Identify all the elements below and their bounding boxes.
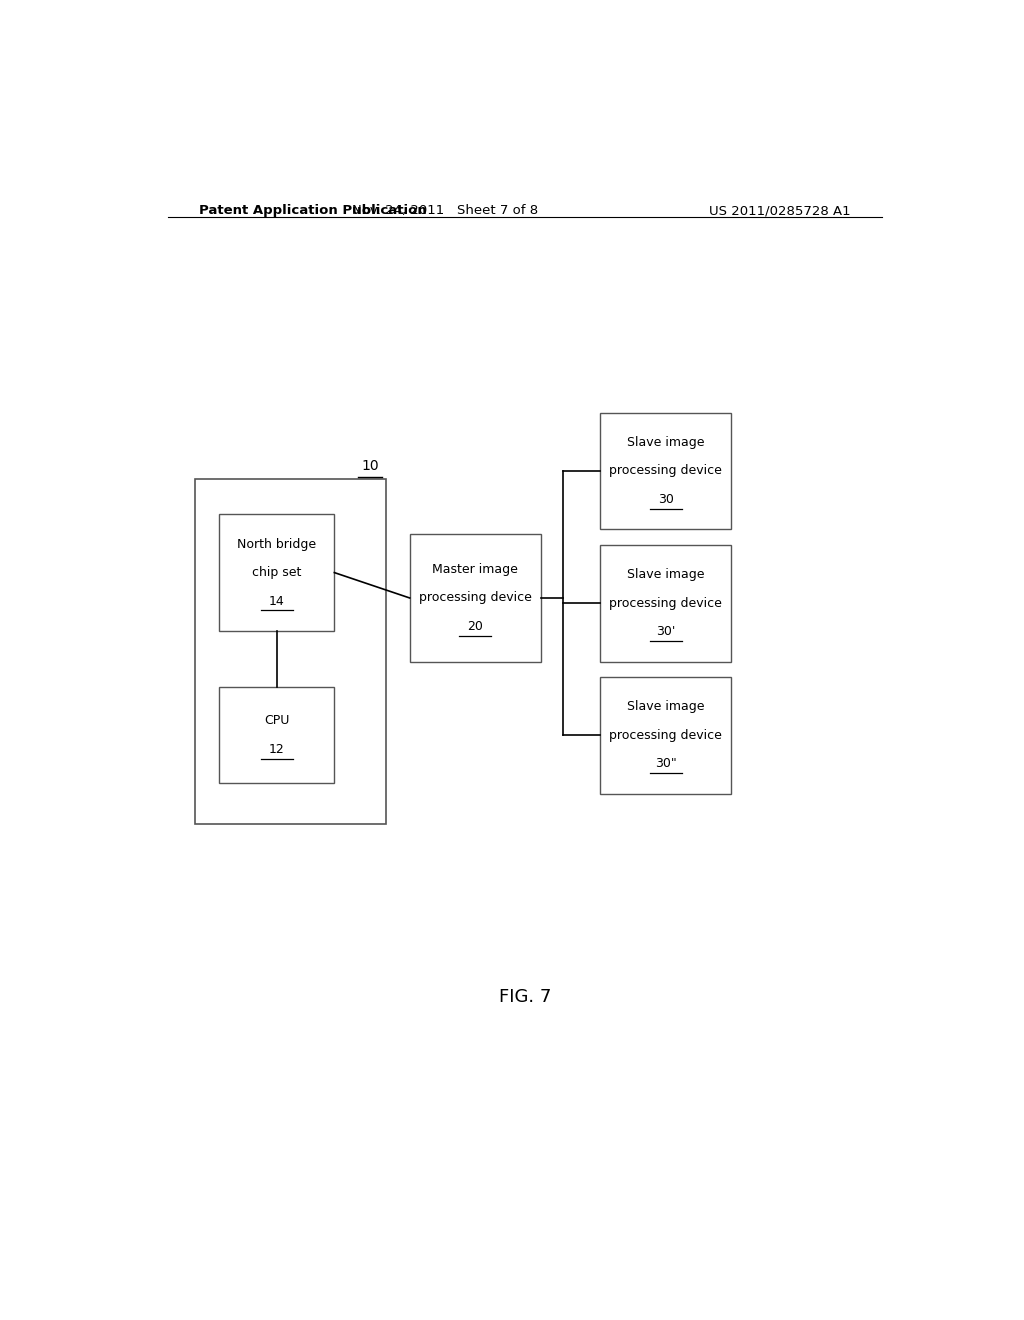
Bar	[600, 677, 731, 793]
Text: processing device: processing device	[419, 591, 531, 605]
Text: 12: 12	[269, 743, 285, 756]
Text: Slave image: Slave image	[627, 568, 705, 581]
Text: Slave image: Slave image	[627, 700, 705, 713]
Text: chip set: chip set	[252, 566, 301, 579]
Text: processing device: processing device	[609, 597, 722, 610]
Text: 14: 14	[269, 594, 285, 607]
Text: Patent Application Publication: Patent Application Publication	[200, 205, 427, 216]
Bar	[219, 686, 334, 784]
Text: 30': 30'	[656, 626, 676, 638]
Text: processing device: processing device	[609, 729, 722, 742]
Bar	[219, 515, 334, 631]
Text: Slave image: Slave image	[627, 436, 705, 449]
Text: FIG. 7: FIG. 7	[499, 987, 551, 1006]
Bar	[600, 413, 731, 529]
Text: Nov. 24, 2011   Sheet 7 of 8: Nov. 24, 2011 Sheet 7 of 8	[352, 205, 539, 216]
Text: CPU: CPU	[264, 714, 290, 727]
Text: Master image: Master image	[432, 564, 518, 576]
Bar	[410, 535, 541, 661]
Text: 20: 20	[467, 620, 483, 634]
Text: 30: 30	[657, 492, 674, 506]
Text: US 2011/0285728 A1: US 2011/0285728 A1	[709, 205, 850, 216]
Text: 10: 10	[361, 459, 379, 474]
Bar	[600, 545, 731, 661]
Text: processing device: processing device	[609, 465, 722, 478]
Text: 30": 30"	[654, 758, 677, 770]
Text: North bridge: North bridge	[238, 537, 316, 550]
Bar	[196, 479, 386, 824]
